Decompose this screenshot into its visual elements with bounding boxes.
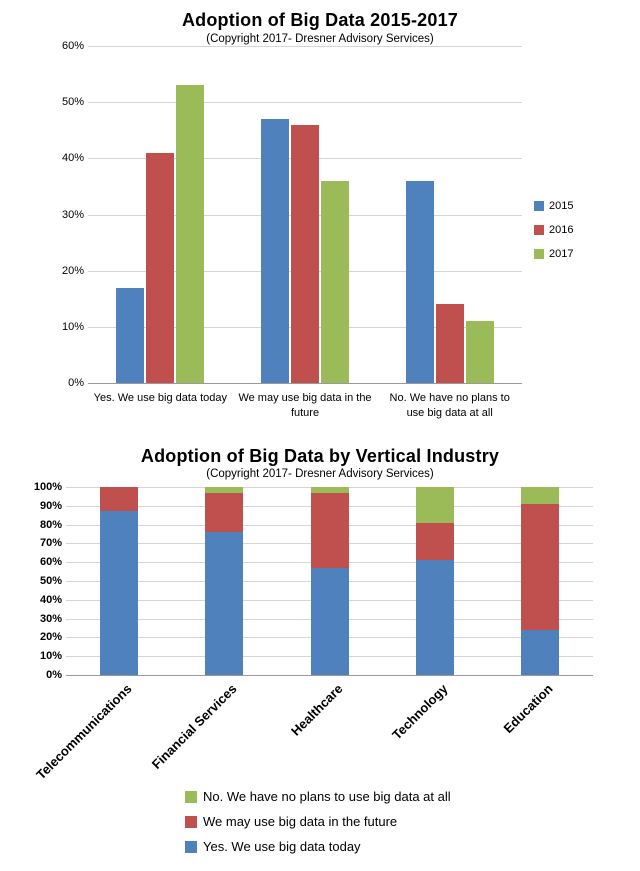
segment-no-we-have-no-plans-to-use-big-data-at-all-education xyxy=(521,487,560,504)
bar-groups xyxy=(88,46,522,383)
y-axis-tick-label: 40% xyxy=(61,152,84,165)
chart1-title: Adoption of Big Data 2015-2017 xyxy=(181,10,459,30)
y-axis-tick-label: 10% xyxy=(61,320,84,333)
segment-we-may-use-big-data-in-the-future-technology xyxy=(415,522,454,561)
segment-no-we-have-no-plans-to-use-big-data-at-all-financial-services xyxy=(205,487,244,493)
bar-slot-education xyxy=(488,487,593,675)
legend-swatch-green xyxy=(534,249,544,259)
y-axis-tick-label: 60% xyxy=(39,556,62,569)
legend-item-2017: 2017 xyxy=(534,248,573,260)
chart1-x-axis-labels: Yes. We use big data today We may use big… xyxy=(88,391,522,421)
segment-yes-we-use-big-data-today-financial-services xyxy=(205,532,244,675)
bar-group-no-we-have-no-plans-to-use-big-data-at-all xyxy=(377,46,522,383)
legend-item-we-may-use-big-data-in-the-future: We may use big data in the future xyxy=(185,814,451,829)
legend-label: 2015 xyxy=(549,200,574,212)
x-axis-line xyxy=(66,675,593,676)
segment-no-we-have-no-plans-to-use-big-data-at-all-healthcare xyxy=(310,487,349,493)
bar-slot-healthcare xyxy=(277,487,382,675)
y-axis-tick-label: 80% xyxy=(39,518,62,531)
legend-item-yes-we-use-big-data-today: Yes. We use big data today xyxy=(185,839,451,854)
y-axis-tick-label: 20% xyxy=(39,631,62,644)
chart1-legend: 2015 2016 2017 xyxy=(534,200,573,272)
bar-2016-we-may-use-big-data-in-the-future xyxy=(291,124,319,383)
y-axis-tick-label: 30% xyxy=(39,612,62,625)
chart2-x-axis-labels: Telecommunications Financial Services Heal… xyxy=(33,677,593,789)
legend-label: 2017 xyxy=(549,248,574,260)
y-axis-tick-label: 0% xyxy=(68,377,84,389)
bar-group-yes-we-use-big-data-today xyxy=(88,46,233,383)
bar-slot-telecommunications xyxy=(66,487,171,675)
legend-swatch-blue xyxy=(185,840,197,853)
y-axis-tick-label: 50% xyxy=(39,575,62,587)
segment-we-may-use-big-data-in-the-future-financial-services xyxy=(205,492,244,533)
segment-yes-we-use-big-data-today-technology xyxy=(415,560,454,675)
legend-item-2016: 2016 xyxy=(534,224,573,236)
bar-slot-technology xyxy=(382,487,487,675)
chart1-plot-area xyxy=(88,46,522,384)
bar-2015-no-we-have-no-plans-to-use-big-data-at-all xyxy=(405,180,434,383)
stacked-bar-telecommunications xyxy=(99,487,138,675)
y-axis-tick-label: 0% xyxy=(46,669,62,681)
stacked-bars xyxy=(66,487,593,675)
x-category-no-we-have-no-plans-to-use-big-data-at-all: No. We have no plans to use big data at … xyxy=(389,392,510,419)
y-axis-tick-label: 20% xyxy=(61,264,84,277)
stacked-bar-healthcare xyxy=(310,487,349,675)
stacked-bar-technology xyxy=(415,487,454,675)
chart2-title: Adoption of Big Data by Vertical Industr… xyxy=(140,446,500,466)
legend-label: 2016 xyxy=(549,224,574,236)
bar-slot-financial-services xyxy=(171,487,276,675)
y-axis-tick-label: 10% xyxy=(39,650,62,663)
segment-we-may-use-big-data-in-the-future-healthcare xyxy=(310,492,349,568)
legend-swatch-blue xyxy=(534,201,544,211)
y-axis-tick-label: 30% xyxy=(61,208,84,221)
legend-swatch-green xyxy=(185,790,197,803)
y-axis-tick-label: 70% xyxy=(39,537,62,550)
chart2-legend: No. We have no plans to use big data at … xyxy=(185,789,451,864)
y-axis-tick-label: 40% xyxy=(39,593,62,606)
legend-item-no-we-have-no-plans-to-use-big-data-at-all: No. We have no plans to use big data at … xyxy=(185,789,451,804)
bar-2017-no-we-have-no-plans-to-use-big-data-at-all xyxy=(465,321,494,383)
bar-2016-no-we-have-no-plans-to-use-big-data-at-all xyxy=(435,304,464,383)
y-axis-tick-label: 100% xyxy=(33,481,62,493)
bar-2016-yes-we-use-big-data-today xyxy=(146,152,175,383)
bar-2015-we-may-use-big-data-in-the-future xyxy=(261,119,289,383)
legend-swatch-red xyxy=(534,225,544,235)
y-axis-tick-label: 90% xyxy=(39,499,62,512)
y-axis-tick-label: 60% xyxy=(61,40,84,52)
segment-no-we-have-no-plans-to-use-big-data-at-all-technology xyxy=(415,487,454,523)
segment-we-may-use-big-data-in-the-future-education xyxy=(521,503,560,630)
chart1-subtitle: (Copyright 2017- Dresner Advisory Servic… xyxy=(206,33,434,45)
stacked-bar-education xyxy=(521,487,560,675)
chart2-y-axis: 100% 90% 80% 70% 60% 50% 40% 30% 20% 10% 0% xyxy=(14,481,62,681)
x-category-yes-we-use-big-data-today: Yes. We use big data today xyxy=(93,392,227,404)
chart1-y-axis: 60% 50% 40% 30% 20% 10% 0% xyxy=(34,40,84,389)
bar-2017-yes-we-use-big-data-today xyxy=(176,85,205,383)
legend-swatch-red xyxy=(185,815,197,828)
legend-item-2015: 2015 xyxy=(534,200,573,212)
chart2-plot-area xyxy=(66,487,593,676)
segment-yes-we-use-big-data-today-healthcare xyxy=(310,567,349,675)
legend-label: Yes. We use big data today xyxy=(203,839,361,854)
bar-group-we-may-use-big-data-in-the-future xyxy=(233,46,378,383)
bar-2017-we-may-use-big-data-in-the-future xyxy=(321,180,349,383)
gridline xyxy=(88,46,522,47)
stacked-bar-financial-services xyxy=(205,487,244,675)
segment-yes-we-use-big-data-today-education xyxy=(521,629,560,675)
bar-2015-yes-we-use-big-data-today xyxy=(116,287,145,383)
gridline xyxy=(88,102,522,104)
segment-yes-we-use-big-data-today-telecommunications xyxy=(99,511,138,675)
x-category-we-may-use-big-data-in-the-future: We may use big data in the future xyxy=(238,392,372,419)
legend-label: No. We have no plans to use big data at … xyxy=(203,789,451,804)
legend-label: We may use big data in the future xyxy=(203,814,398,829)
chart2-subtitle: (Copyright 2017- Dresner Advisory Servic… xyxy=(206,468,434,480)
segment-we-may-use-big-data-in-the-future-telecommunications xyxy=(99,487,138,512)
x-axis-line xyxy=(88,383,522,384)
y-axis-tick-label: 50% xyxy=(61,96,84,109)
